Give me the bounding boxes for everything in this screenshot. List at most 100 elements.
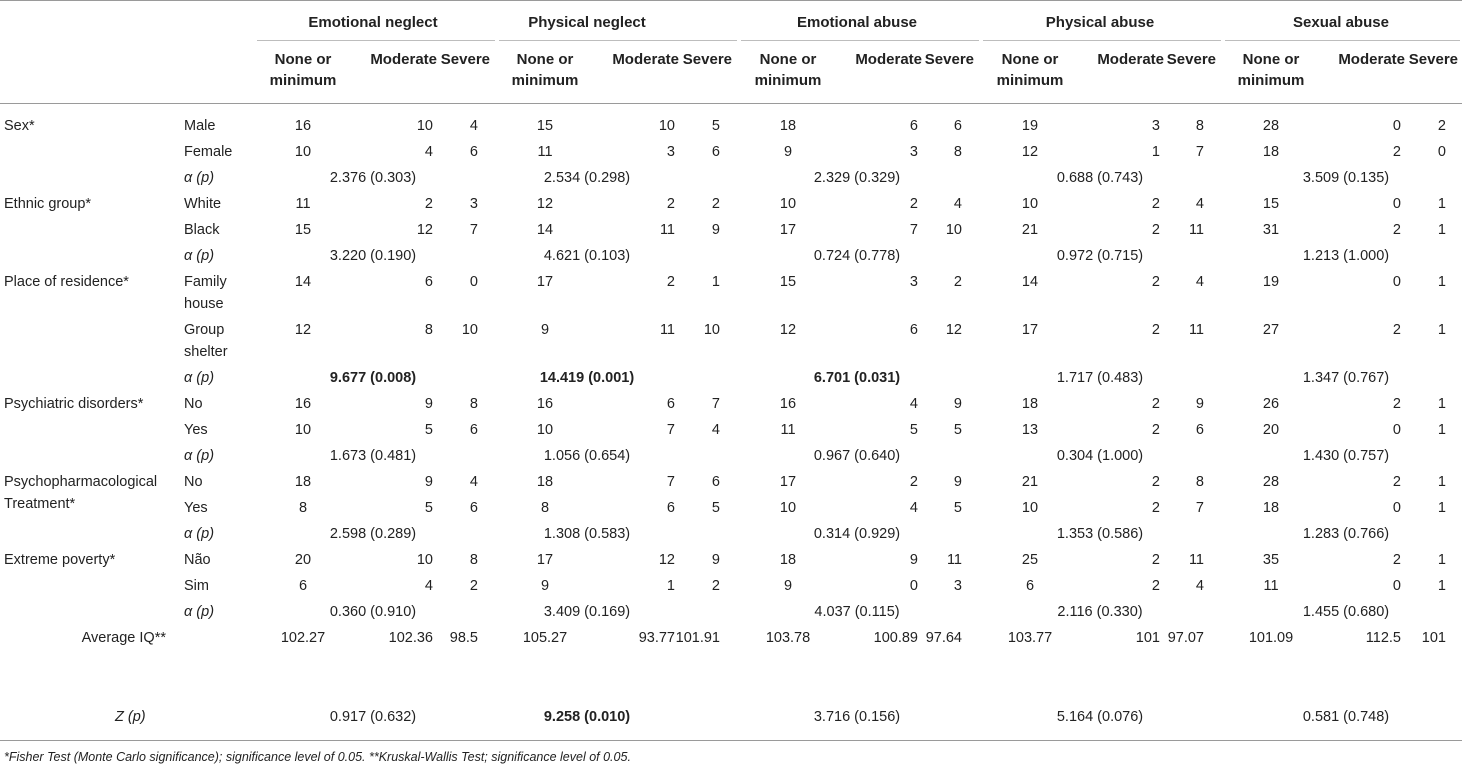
cell-value: 6 — [1195, 422, 1204, 438]
cell-value: 1 — [1437, 500, 1446, 516]
cell-value: 9 — [953, 474, 962, 490]
test-statistic: 3.409 (0.169) — [543, 604, 631, 620]
cell-value: 0 — [1392, 118, 1401, 134]
row-level-label: Sim — [184, 578, 209, 594]
subheader: Moderate — [370, 51, 437, 68]
cell-value: 9 — [424, 474, 433, 490]
cell-value: 20 — [294, 552, 312, 568]
cell-value: 2 — [711, 578, 720, 594]
cell-value: 4 — [1195, 196, 1204, 212]
cell-value: 0 — [1392, 422, 1401, 438]
cell-value: 8 — [469, 396, 478, 412]
test-statistic: 0.360 (0.910) — [329, 604, 417, 620]
cell-value: 9 — [953, 396, 962, 412]
cell-value: 21 — [1021, 474, 1039, 490]
cell-value: 18 — [536, 474, 554, 490]
cell-value: 17 — [536, 552, 554, 568]
cell-value: 6 — [469, 144, 478, 160]
cell-value: 0 — [1392, 500, 1401, 516]
test-statistic: 1.717 (0.483) — [1056, 370, 1144, 386]
cell-value: 2 — [1392, 144, 1401, 160]
cell-value: 1 — [1437, 552, 1446, 568]
cell-value: 2 — [909, 474, 918, 490]
cell-value: 0 — [1392, 578, 1401, 594]
cell-value: 2 — [909, 196, 918, 212]
cell-value: 10 — [416, 118, 433, 134]
cell-value: 10 — [1021, 196, 1039, 212]
cell-value: 0 — [1392, 196, 1401, 212]
cell-value: 2 — [1151, 474, 1160, 490]
cell-value: 1 — [1437, 222, 1446, 238]
group-underline — [257, 40, 495, 41]
cell-value: 7 — [1195, 500, 1204, 516]
cell-value: 10 — [1021, 500, 1039, 516]
cell-value: 19 — [1021, 118, 1039, 134]
row-level-label: Female — [184, 144, 233, 160]
cell-value: 18 — [294, 474, 312, 490]
group-underline — [1225, 40, 1460, 41]
cell-value: 10 — [703, 322, 720, 338]
subheader: Severe — [1166, 51, 1216, 68]
test-statistic: 6.701 (0.031) — [813, 370, 901, 386]
alpha-label: α (p) — [184, 526, 215, 542]
group-header: Emotional abuse — [796, 14, 918, 31]
cell-value: 5 — [953, 422, 962, 438]
cell-value: 1 — [1437, 274, 1446, 290]
cell-value: 8 — [1195, 474, 1204, 490]
cell-value: 15 — [294, 222, 312, 238]
cell-value: 1 — [1151, 144, 1160, 160]
iq-value: 101 — [1421, 630, 1446, 646]
alpha-label: α (p) — [184, 170, 215, 186]
test-statistic: 1.347 (0.767) — [1302, 370, 1390, 386]
cell-value: 2 — [1392, 474, 1401, 490]
cell-value: 6 — [711, 474, 720, 490]
cell-value: 9 — [540, 322, 550, 338]
row-level-label: Group shelter — [184, 322, 228, 360]
cell-value: 11 — [1263, 578, 1279, 594]
cell-value: 4 — [1195, 578, 1204, 594]
cell-value: 1 — [1437, 396, 1446, 412]
cell-value: 3 — [953, 578, 962, 594]
cell-value: 6 — [711, 144, 720, 160]
cell-value: 2 — [1392, 322, 1401, 338]
row-group-label: Psychopharmacological Treatment* — [4, 474, 158, 512]
cell-value: 1 — [1437, 474, 1446, 490]
row-level-label: Family house — [184, 274, 227, 312]
cell-value: 9 — [783, 144, 793, 160]
test-statistic: 4.621 (0.103) — [543, 248, 631, 264]
cell-value: 2 — [1151, 274, 1160, 290]
test-statistic: 1.308 (0.583) — [543, 526, 631, 542]
cell-value: 15 — [779, 274, 797, 290]
z-label: Z (p) — [115, 709, 146, 725]
cell-value: 8 — [424, 322, 433, 338]
subheader: Severe — [682, 51, 732, 68]
cell-value: 3 — [909, 274, 918, 290]
cell-value: 6 — [469, 422, 478, 438]
cell-value: 0 — [1392, 274, 1401, 290]
cell-value: 28 — [1262, 118, 1280, 134]
footnote: *Fisher Test (Monte Carlo significance);… — [4, 750, 631, 764]
cell-value: 2 — [1151, 552, 1160, 568]
row-level-label: Male — [184, 118, 216, 134]
group-header: Physical neglect — [528, 14, 646, 31]
subheader: Moderate — [1338, 51, 1405, 68]
cell-value: 12 — [779, 322, 797, 338]
test-statistic: 0.724 (0.778) — [813, 248, 901, 264]
cell-value: 10 — [536, 422, 554, 438]
cell-value: 5 — [711, 118, 720, 134]
cell-value: 19 — [1262, 274, 1280, 290]
cell-value: 2 — [1151, 222, 1160, 238]
cell-value: 16 — [779, 396, 797, 412]
cell-value: 17 — [1021, 322, 1039, 338]
cell-value: 2 — [1392, 552, 1401, 568]
cell-value: 2 — [1151, 578, 1160, 594]
group-header: Emotional neglect — [308, 14, 438, 31]
iq-value: 97.07 — [1167, 630, 1204, 646]
iq-value: 101.91 — [675, 630, 720, 646]
cell-value: 9 — [783, 578, 793, 594]
alpha-label: α (p) — [184, 370, 215, 386]
test-statistic: 0.688 (0.743) — [1056, 170, 1144, 186]
test-statistic: 1.056 (0.654) — [543, 448, 631, 464]
group-header: Sexual abuse — [1293, 14, 1389, 31]
iq-value: 102.36 — [388, 630, 433, 646]
